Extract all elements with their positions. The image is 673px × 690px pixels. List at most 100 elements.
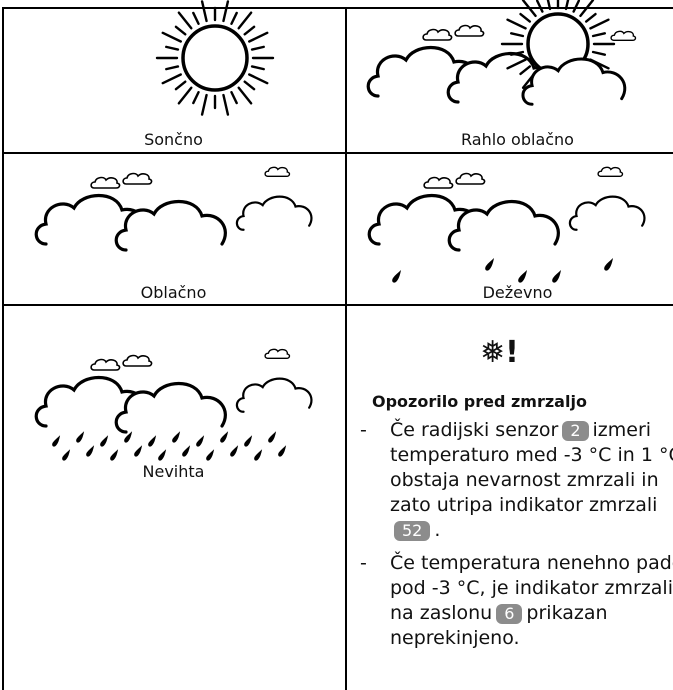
sun-ray [248, 31, 269, 43]
bullet: Če temperatura nenehno pade pod -3 °C, j… [360, 551, 673, 651]
sun-ray [519, 12, 532, 23]
raindrop [230, 445, 239, 457]
raindrop [552, 270, 561, 283]
bullet-text: prikazan neprekinjeno. [390, 602, 608, 649]
sun-ray [510, 50, 525, 56]
small-cloud [455, 172, 486, 185]
sun-ray [222, 0, 230, 23]
small-cloud [122, 354, 153, 367]
table-border [2, 7, 4, 690]
small-cloud [264, 166, 291, 177]
bullet-text: . [434, 519, 441, 541]
reference-badge: 6 [496, 604, 523, 624]
small-cloud [454, 24, 485, 37]
reference-badge: 2 [562, 421, 589, 441]
sun-ray [250, 45, 265, 51]
snowflake-icon: ❅ [480, 335, 506, 370]
weather-label: Sončno [144, 130, 203, 149]
sun-ray [506, 58, 527, 70]
small-cloud [597, 166, 624, 177]
raindrop [100, 435, 109, 447]
raindrop [278, 445, 287, 457]
sun-ray [192, 91, 200, 105]
raindrop [220, 431, 229, 443]
sun-ray [510, 32, 525, 38]
raindrop [392, 270, 401, 283]
weather-label: Oblačno [140, 283, 207, 302]
bullet-text: Če radijski senzor [390, 419, 559, 441]
raindrop [62, 449, 71, 461]
weather-label: Nevihta [142, 462, 205, 481]
small-cloud [122, 172, 153, 185]
sun-ray [165, 65, 180, 71]
raindrop [148, 435, 157, 447]
raindrop [76, 431, 85, 443]
small-cloud [90, 176, 121, 189]
small-cloud [90, 358, 121, 371]
sun-ray [174, 80, 187, 91]
raindrop [158, 449, 167, 461]
sun-ray [237, 86, 253, 105]
sun-ray [572, 0, 581, 13]
sun-ray [584, 12, 597, 23]
sun-ray [174, 25, 187, 36]
sun-ray [237, 11, 253, 30]
sun-ray [591, 32, 606, 38]
raindrop [604, 258, 613, 271]
sun-ray [243, 25, 256, 36]
raindrop [206, 449, 215, 461]
sun-ray [200, 0, 208, 23]
cloud [235, 377, 313, 414]
sun-ray [579, 0, 595, 18]
sun-ray [589, 18, 610, 30]
table-border [2, 304, 673, 306]
small-cloud [422, 28, 453, 41]
sun-ray [519, 65, 532, 76]
small-cloud [610, 30, 637, 41]
sun-ray [230, 91, 238, 105]
frost-indicator: ❅! [480, 335, 519, 370]
sun-ray [506, 18, 527, 30]
raindrop [518, 270, 527, 283]
raindrop [86, 445, 95, 457]
sun-ray [165, 45, 180, 51]
table-border [345, 7, 347, 690]
raindrop [485, 258, 494, 271]
cloud [235, 195, 313, 232]
sun-ray [248, 73, 269, 85]
sun-ray [161, 73, 182, 85]
sun-ray [564, 0, 570, 11]
bullet-text: Če temperatura nenehno pade pod -3 °C, j… [390, 552, 673, 624]
table-border [2, 152, 673, 154]
small-cloud [264, 348, 291, 359]
frost-title: Opozorilo pred zmrzaljo [372, 392, 587, 411]
weather-label: Deževno [482, 283, 553, 302]
raindrop [182, 445, 191, 457]
raindrop [196, 435, 205, 447]
cloud [568, 195, 646, 232]
raindrop [134, 445, 143, 457]
raindrop [110, 449, 119, 461]
sun-ray [177, 86, 193, 105]
raindrop [52, 435, 61, 447]
sun-ray [200, 93, 208, 116]
sun-ray [546, 0, 552, 11]
raindrop [244, 435, 253, 447]
sun-ray [535, 0, 544, 13]
raindrop [254, 449, 263, 461]
table-border [2, 7, 673, 9]
warning-mark: ! [505, 335, 519, 370]
sun-ray [222, 93, 230, 116]
sun [181, 24, 249, 92]
sun-ray [192, 11, 200, 25]
sun-ray [243, 80, 256, 91]
reference-badge: 52 [394, 521, 431, 541]
sun-ray [521, 0, 537, 18]
small-cloud [423, 176, 454, 189]
sun-ray [161, 31, 182, 43]
sun-ray [177, 11, 193, 30]
